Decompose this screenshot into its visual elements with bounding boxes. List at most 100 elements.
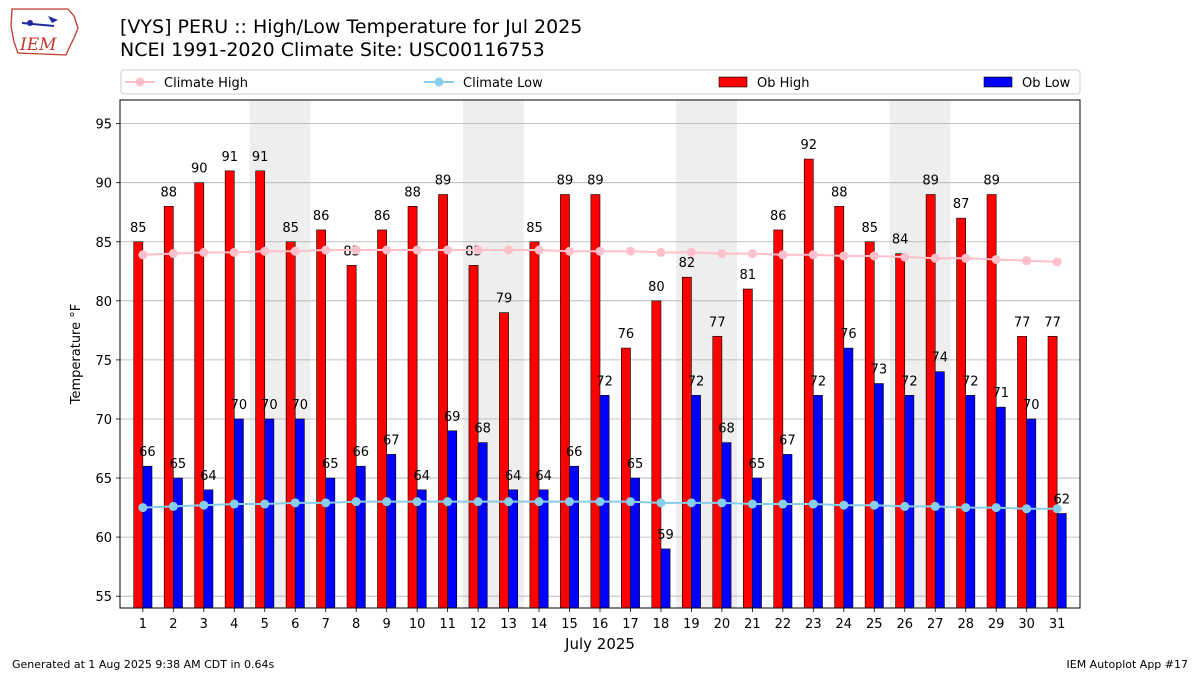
ob-high-bar-24 [834, 206, 845, 609]
ob-high-label-17: 76 [618, 327, 635, 342]
x-tick-label-30: 30 [1018, 617, 1035, 632]
ob-high-label-31: 77 [1044, 315, 1061, 330]
climate-high-point-5 [260, 246, 270, 256]
climate-high-point-11 [443, 245, 453, 255]
climate-low-point-8 [351, 497, 361, 507]
ob-high-bar-10 [407, 206, 418, 609]
ob-high-label-13: 79 [496, 292, 513, 307]
climate-high-point-15 [565, 246, 575, 256]
climate-low-point-19 [686, 498, 696, 508]
climate-low-point-5 [260, 499, 270, 509]
ob-high-label-22: 86 [770, 209, 787, 224]
y-tick-label-60: 60 [95, 531, 112, 546]
ob-high-label-28: 87 [953, 197, 970, 212]
ob-high-bar-5 [255, 170, 266, 609]
climate-low-point-27 [930, 501, 940, 511]
ob-low-bar-14 [538, 489, 549, 609]
climate-high-point-10 [412, 245, 422, 255]
ob-high-bar-20 [712, 335, 723, 609]
ob-low-bar-5 [264, 418, 275, 609]
ob-low-bar-8 [355, 465, 366, 609]
climate-high-point-4 [229, 247, 239, 257]
y-tick-label-75: 75 [95, 354, 112, 369]
climate-low-point-11 [443, 497, 453, 507]
ob-low-bar-22 [782, 454, 793, 609]
ob-high-bar-11 [438, 194, 448, 609]
ob-high-label-20: 77 [709, 315, 726, 330]
y-tick-label-85: 85 [95, 236, 112, 251]
x-tick-label-11: 11 [439, 617, 456, 632]
climate-high-point-28 [961, 253, 971, 263]
x-tick-label-3: 3 [200, 617, 208, 632]
climate-low-point-21 [747, 499, 757, 509]
ob-high-label-26: 84 [892, 233, 909, 248]
climate-high-point-17 [625, 246, 635, 256]
climate-low-point-30 [1022, 504, 1032, 514]
climate-high-point-25 [869, 251, 879, 261]
y-tick-label-90: 90 [95, 177, 112, 192]
climate-low-point-16 [595, 497, 605, 507]
climate-high-point-6 [290, 246, 300, 256]
climate-low-point-2 [168, 501, 178, 511]
legend-climate-high-marker [135, 77, 145, 87]
ob-low-label-4: 70 [231, 398, 248, 413]
climate-low-point-15 [565, 497, 575, 507]
ob-low-label-10: 64 [413, 469, 430, 484]
y-tick-label-55: 55 [95, 590, 112, 605]
ob-low-label-11: 69 [444, 410, 461, 425]
x-tick-label-12: 12 [470, 617, 487, 632]
climate-low-point-3 [199, 500, 209, 510]
logo-text: IEM [19, 35, 57, 55]
x-tick-label-6: 6 [291, 617, 299, 632]
climate-low-point-4 [229, 499, 239, 509]
ob-low-label-14: 64 [535, 469, 552, 484]
climate-low-point-26 [900, 501, 910, 511]
climate-high-point-12 [473, 245, 483, 255]
ob-high-bar-26 [895, 253, 906, 609]
climate-high-point-21 [747, 249, 757, 259]
x-tick-label-29: 29 [988, 617, 1005, 632]
ob-low-bar-20 [721, 442, 732, 609]
x-tick-label-8: 8 [352, 617, 360, 632]
ob-high-label-16: 89 [587, 174, 604, 189]
ob-high-bar-8 [346, 265, 357, 609]
climate-high-point-19 [686, 247, 696, 257]
climate-high-point-2 [168, 249, 178, 259]
ob-high-bar-3 [194, 182, 205, 609]
climate-low-point-6 [290, 498, 300, 508]
legend-climate-low-label: Climate Low [463, 76, 543, 91]
ob-low-label-16: 72 [596, 374, 613, 389]
climate-high-point-7 [321, 245, 331, 255]
ob-low-label-5: 70 [261, 398, 278, 413]
ob-high-bar-15 [560, 194, 570, 609]
ob-high-label-27: 89 [922, 174, 939, 189]
ob-high-bar-21 [742, 288, 753, 609]
ob-low-label-31: 62 [1053, 492, 1070, 507]
ob-low-label-3: 64 [200, 469, 217, 484]
ob-low-label-30: 70 [1023, 398, 1040, 413]
ob-low-bar-2 [173, 477, 183, 609]
ob-high-label-3: 90 [191, 162, 208, 177]
climate-high-point-23 [808, 250, 818, 260]
climate-low-point-13 [504, 497, 514, 507]
ob-low-bar-30 [1026, 418, 1037, 609]
climate-high-point-13 [504, 245, 514, 255]
ob-low-bar-28 [965, 395, 976, 609]
legend-climate-high-label: Climate High [164, 76, 248, 91]
ob-high-label-19: 82 [679, 256, 696, 271]
ob-high-bar-22 [773, 229, 784, 609]
climate-low-point-10 [412, 497, 422, 507]
ob-low-label-19: 72 [688, 374, 705, 389]
climate-low-point-20 [717, 498, 727, 508]
ob-low-label-1: 66 [139, 445, 156, 460]
x-tick-label-9: 9 [383, 617, 391, 632]
ob-high-label-14: 85 [526, 221, 543, 236]
ob-low-label-13: 64 [505, 469, 522, 484]
y-axis-label: Temperature °F [69, 304, 84, 405]
climate-high-point-14 [534, 245, 544, 255]
x-axis-label: July 2025 [564, 635, 635, 653]
ob-high-bar-2 [163, 206, 174, 609]
y-tick-label-70: 70 [95, 413, 112, 428]
x-tick-label-14: 14 [531, 617, 548, 632]
x-tick-label-17: 17 [622, 617, 639, 632]
